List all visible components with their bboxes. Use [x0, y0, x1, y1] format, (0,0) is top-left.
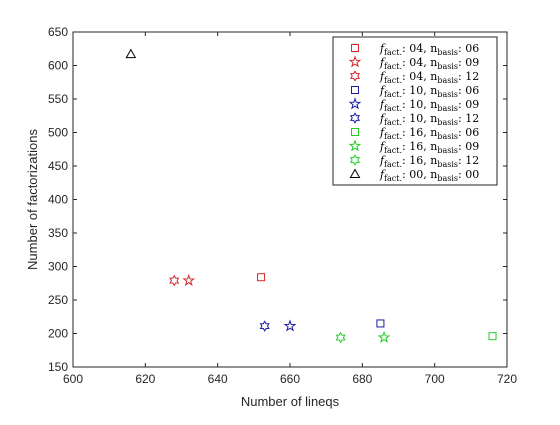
- y-tick-label: 650: [48, 25, 68, 39]
- y-tick-label: 500: [48, 126, 68, 140]
- data-point: [125, 48, 137, 59]
- data-point: [376, 319, 385, 328]
- legend-label: ffact.: 04, nbasis: 12: [379, 70, 479, 85]
- legend-entry: ffact.: 16, nbasis: 06: [351, 126, 479, 141]
- x-tick-label: 600: [63, 372, 83, 386]
- legend-marker: [349, 154, 361, 166]
- legend-label: ffact.: 10, nbasis: 06: [379, 84, 479, 99]
- x-tick-label: 700: [425, 372, 445, 386]
- legend-label: ffact.: 16, nbasis: 06: [379, 126, 479, 141]
- y-tick-label: 550: [48, 92, 68, 106]
- legend-label: ffact.: 10, nbasis: 09: [379, 98, 479, 113]
- legend-marker: [351, 44, 359, 52]
- data-point: [488, 332, 497, 341]
- legend-marker: [348, 139, 362, 152]
- legend-label: ffact.: 10, nbasis: 12: [379, 112, 479, 127]
- y-tick-label: 200: [48, 327, 68, 341]
- x-tick-label: 640: [208, 372, 228, 386]
- data-point: [259, 320, 270, 332]
- x-tick-label: 720: [497, 372, 517, 386]
- legend-label: ffact.: 04, nbasis: 06: [379, 42, 479, 57]
- x-tick-label: 660: [280, 372, 300, 386]
- legend-label: ffact.: 00, nbasis: 00: [379, 168, 479, 183]
- data-point: [169, 274, 180, 287]
- legend-entry: ffact.: 04, nbasis: 09: [348, 55, 479, 71]
- y-tick-label: 450: [48, 159, 68, 173]
- legend-marker: [348, 97, 362, 110]
- legend-entry: ffact.: 16, nbasis: 09: [348, 139, 479, 155]
- legend-label: ffact.: 16, nbasis: 09: [379, 140, 479, 155]
- x-tick-label: 680: [352, 372, 372, 386]
- legend-entry: ffact.: 10, nbasis: 09: [348, 97, 479, 113]
- legend-box: [332, 36, 498, 186]
- y-tick-label: 350: [48, 226, 68, 240]
- legend-entry: ffact.: 10, nbasis: 12: [349, 112, 479, 127]
- y-tick-label: 150: [48, 360, 68, 374]
- y-axis-label: Number of factorizations: [25, 129, 40, 270]
- legend-entry: ffact.: 00, nbasis: 00: [349, 168, 479, 183]
- x-axis-label: Number of lineqs: [241, 394, 340, 409]
- legend-marker: [349, 168, 361, 178]
- legend-label: ffact.: 16, nbasis: 12: [379, 154, 479, 169]
- points-layer: [125, 48, 497, 344]
- legend-marker: [348, 55, 362, 68]
- y-tick-label: 300: [48, 260, 68, 274]
- legend-label: ffact.: 04, nbasis: 09: [379, 56, 479, 71]
- y-tick-label: 250: [48, 293, 68, 307]
- data-point: [377, 330, 391, 343]
- legend-marker: [351, 86, 359, 94]
- ticks-layer: 600 620 640 660 680 700 720 150 200 250 300 350 400 4…: [48, 25, 517, 386]
- y-tick-label: 600: [48, 59, 68, 73]
- legend-entry: ffact.: 10, nbasis: 06: [351, 84, 479, 99]
- data-point: [335, 331, 346, 344]
- data-point: [257, 273, 266, 282]
- x-tick-label: 620: [135, 372, 155, 386]
- legend-marker: [349, 70, 361, 82]
- data-point: [283, 319, 297, 332]
- plot-frame: [72, 31, 508, 368]
- data-point: [182, 273, 196, 287]
- legend-entry: ffact.: 04, nbasis: 06: [351, 42, 479, 57]
- legend-entry: ffact.: 04, nbasis: 12: [349, 70, 479, 85]
- legend-marker: [349, 112, 361, 124]
- y-tick-label: 400: [48, 193, 68, 207]
- legend-marker: [351, 128, 359, 136]
- legend-entry: ffact.: 16, nbasis: 12: [349, 154, 479, 169]
